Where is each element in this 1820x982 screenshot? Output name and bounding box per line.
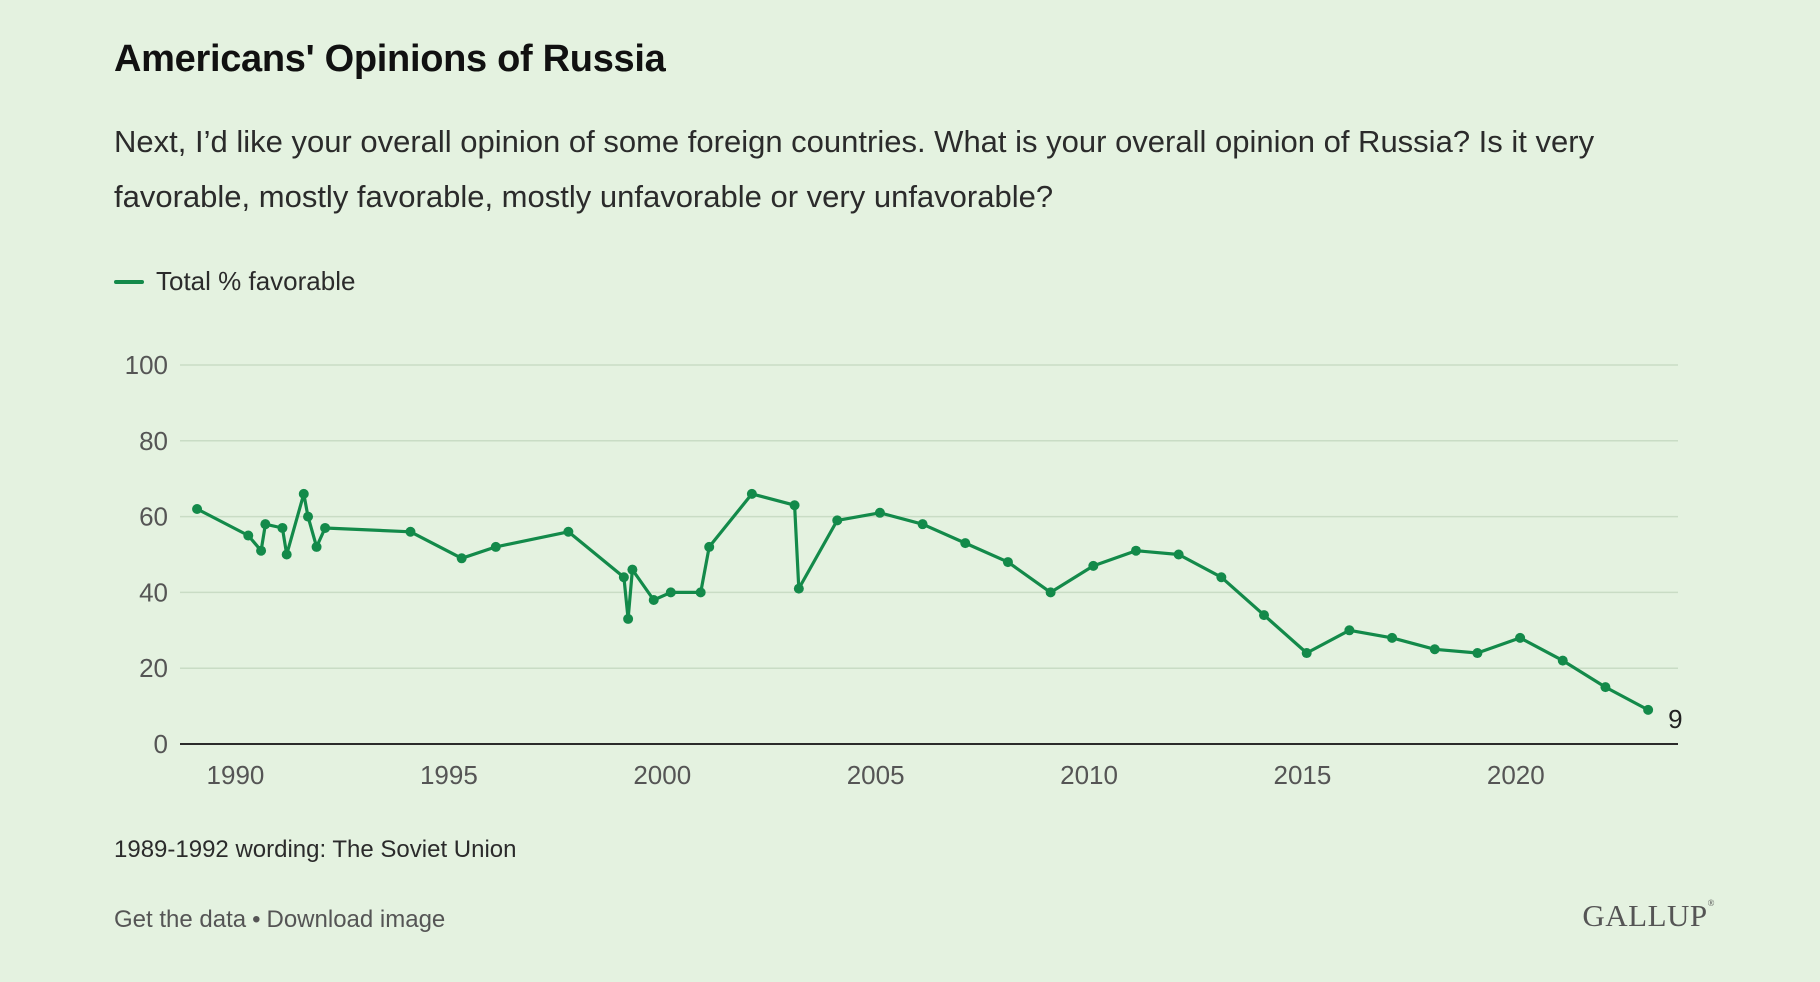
- data-point: [192, 504, 203, 515]
- end-value-label: 9: [1668, 704, 1682, 734]
- data-point: [256, 545, 267, 556]
- y-tick-label: 20: [139, 653, 168, 683]
- x-tick-label: 2000: [633, 760, 691, 790]
- data-point: [311, 541, 322, 552]
- data-point: [704, 541, 715, 552]
- legend-swatch: [114, 279, 144, 284]
- data-point: [320, 522, 331, 533]
- data-point: [789, 500, 800, 511]
- data-point: [1515, 632, 1526, 643]
- data-point: [1045, 587, 1056, 598]
- chart-title: Americans' Opinions of Russia: [114, 38, 666, 80]
- data-point: [874, 507, 885, 518]
- data-point: [298, 488, 309, 499]
- data-point: [917, 519, 928, 530]
- data-point: [1002, 557, 1013, 568]
- data-point: [1429, 644, 1440, 655]
- data-point: [1301, 648, 1312, 659]
- data-point: [281, 549, 292, 560]
- data-point: [260, 519, 271, 530]
- data-point: [623, 613, 634, 624]
- data-point: [303, 511, 314, 522]
- data-point: [1387, 632, 1398, 643]
- data-point: [1600, 682, 1611, 693]
- y-tick-label: 60: [139, 502, 168, 532]
- y-tick-label: 100: [125, 350, 168, 380]
- x-tick-label: 1990: [207, 760, 265, 790]
- data-point: [1173, 549, 1184, 560]
- legend-label: Total % favorable: [156, 266, 356, 296]
- x-tick-label: 1995: [420, 760, 478, 790]
- chart-legend: Total % favorable: [114, 266, 355, 297]
- get-data-link[interactable]: Get the data: [114, 906, 247, 933]
- data-point: [618, 572, 629, 583]
- data-point: [695, 587, 706, 598]
- y-tick-label: 0: [154, 729, 168, 759]
- data-point: [1130, 545, 1141, 556]
- data-point: [243, 530, 254, 541]
- footer-links: Get the data • Download image: [114, 906, 445, 934]
- data-point: [960, 538, 971, 549]
- data-point: [1216, 572, 1227, 583]
- data-point: [456, 553, 467, 564]
- data-point: [277, 522, 288, 533]
- data-point: [746, 488, 757, 499]
- x-tick-label: 2015: [1274, 760, 1332, 790]
- x-tick-label: 2020: [1487, 760, 1545, 790]
- data-point: [648, 594, 659, 605]
- data-point: [490, 541, 501, 552]
- data-point: [1088, 560, 1099, 571]
- data-point: [665, 587, 676, 598]
- y-tick-label: 40: [139, 577, 168, 607]
- data-point: [627, 564, 638, 575]
- series-line: [196, 492, 1649, 712]
- download-image-link[interactable]: Download image: [266, 906, 446, 933]
- data-point: [1344, 625, 1355, 636]
- gallup-logo: GALLUP®: [1582, 898, 1715, 933]
- link-separator: •: [252, 906, 261, 933]
- data-point: [563, 526, 574, 537]
- data-point: [793, 583, 804, 594]
- chart-subtitle: Next, I’d like your overall opinion of s…: [114, 124, 1595, 214]
- data-point: [1557, 655, 1568, 666]
- data-point: [832, 515, 843, 526]
- data-point: [405, 526, 416, 537]
- data-point: [1472, 648, 1483, 659]
- data-point: [1259, 610, 1270, 621]
- x-tick-label: 2005: [847, 760, 905, 790]
- y-tick-label: 80: [139, 426, 168, 456]
- wording-note: 1989-1992 wording: The Soviet Union: [114, 836, 517, 863]
- x-tick-label: 2010: [1060, 760, 1118, 790]
- data-point: [1643, 704, 1654, 715]
